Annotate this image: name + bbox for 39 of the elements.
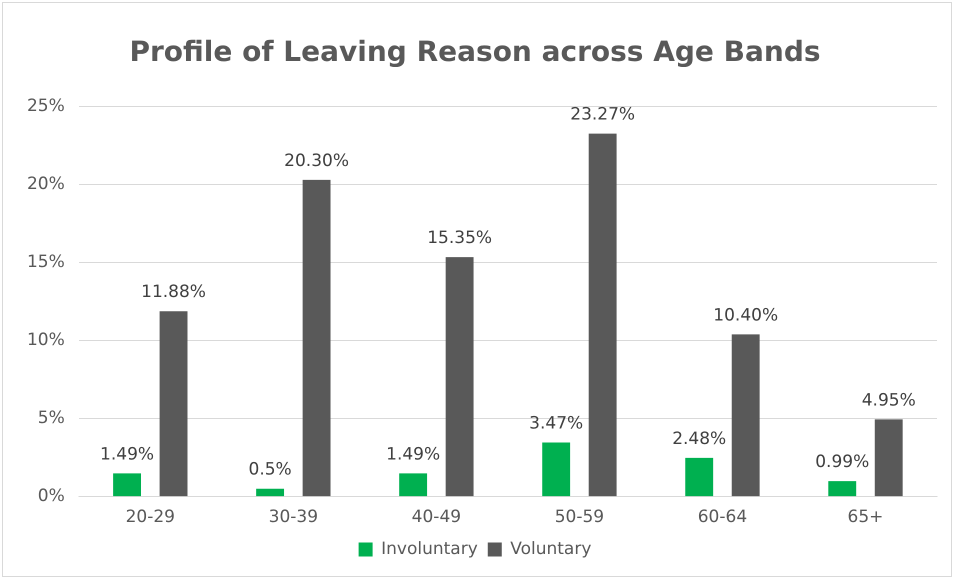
- bar: [685, 458, 714, 496]
- data-label: 20.30%: [284, 150, 349, 171]
- data-label: 3.47%: [529, 413, 584, 434]
- data-label: 1.49%: [386, 444, 440, 464]
- legend-label: Involuntary: [381, 538, 478, 559]
- x-tick-label: 60-64: [698, 507, 748, 528]
- bar: [542, 442, 570, 496]
- y-tick-label: 10%: [26, 330, 65, 350]
- x-tick-label: 50-59: [554, 507, 604, 528]
- bar: [399, 473, 428, 496]
- data-label: 11.88%: [141, 282, 206, 302]
- y-tick-label: 0%: [38, 486, 65, 506]
- legend-label: Voluntary: [510, 538, 592, 559]
- x-tick-label: 40-49: [412, 507, 462, 528]
- bar: [256, 488, 284, 496]
- y-tick-label: 5%: [38, 408, 65, 428]
- bar: [874, 419, 903, 496]
- bar: [302, 180, 331, 496]
- data-label: 2.48%: [672, 428, 726, 449]
- y-tick-label: 25%: [26, 96, 65, 116]
- data-label: 4.95%: [862, 390, 916, 410]
- data-label: 0.99%: [815, 452, 870, 472]
- bar: [588, 134, 617, 496]
- data-label: 10.40%: [713, 305, 778, 326]
- data-label: 1.49%: [100, 444, 154, 464]
- x-tick-label: 20-29: [126, 507, 176, 528]
- bar: [113, 473, 142, 496]
- data-label: 15.35%: [427, 228, 492, 248]
- bar: [446, 257, 474, 496]
- y-tick-label: 20%: [26, 174, 65, 194]
- x-tick-label: 65+: [848, 507, 884, 528]
- bar: [160, 311, 188, 496]
- bar: [732, 334, 760, 496]
- chart-title: Profile of Leaving Reason across Age Bands: [129, 35, 821, 68]
- bar: [828, 481, 856, 496]
- y-tick-label: 15%: [26, 252, 65, 272]
- x-tick-label: 30-39: [268, 507, 318, 528]
- data-label: 23.27%: [570, 104, 636, 125]
- data-label: 0.5%: [248, 460, 292, 480]
